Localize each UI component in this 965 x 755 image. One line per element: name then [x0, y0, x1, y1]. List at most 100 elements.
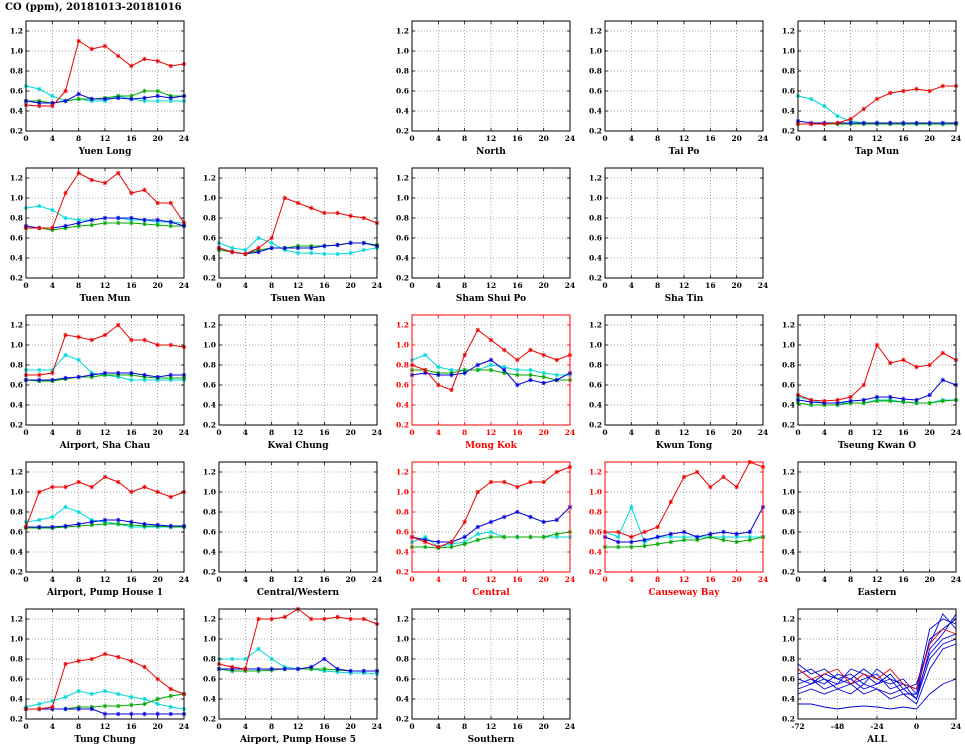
y-tick-label: 0.4: [396, 548, 409, 557]
y-tick-label: 0.2: [589, 568, 602, 577]
y-tick-label: 0.8: [396, 67, 409, 76]
x-tick-label: 24: [565, 722, 575, 731]
y-tick-label: 1.0: [396, 488, 409, 497]
y-tick-label: 1.0: [10, 194, 23, 203]
y-tick-label: 1.0: [782, 635, 795, 644]
y-tick-label: 0.6: [396, 528, 409, 537]
chart-title: Tsuen Wan: [271, 294, 326, 304]
x-tick-label: 24: [565, 134, 575, 143]
x-tick-label: 4: [436, 428, 441, 437]
x-tick-label: 20: [152, 428, 162, 437]
x-tick-label: 24: [565, 428, 575, 437]
x-tick-label: 4: [50, 722, 55, 731]
y-tick-label: 1.2: [10, 615, 23, 624]
y-tick-label: 0.8: [589, 214, 602, 223]
x-tick-label: 24: [758, 575, 768, 584]
x-tick-label: 0: [602, 575, 607, 584]
y-tick-label: 1.2: [396, 27, 409, 36]
series-line-blue: [797, 618, 957, 690]
x-tick-label: 16: [126, 428, 136, 437]
y-tick-label: 0.6: [782, 528, 795, 537]
chart-svg: 0.2 0.4 0.6 0.8 1.0 1.2 0 4 8 12 16 20 24 Central/Wes…: [203, 461, 382, 598]
x-tick-label: 20: [538, 575, 548, 584]
x-tick-label: 0: [914, 722, 919, 731]
y-tick-label: 1.2: [10, 468, 23, 477]
y-tick-label: 0.2: [396, 421, 409, 430]
x-tick-label: 20: [538, 134, 548, 143]
x-tick-label: 16: [512, 134, 522, 143]
y-tick-label: 1.0: [589, 341, 602, 350]
page-title: CO (ppm), 20181013-20181016: [5, 2, 182, 13]
x-tick-label: 12: [486, 722, 496, 731]
x-tick-label: 24: [372, 428, 382, 437]
y-tick-label: 1.2: [396, 174, 409, 183]
chart-svg: 0.2 0.4 0.6 0.8 1.0 1.2 0 4 8 12 16 20 24 Sha Tin: [589, 167, 768, 304]
x-tick-label: 8: [655, 575, 660, 584]
x-tick-label: 4: [822, 428, 827, 437]
y-tick-label: 0.2: [589, 127, 602, 136]
x-tick-label: 12: [100, 575, 110, 584]
y-tick-label: 1.0: [589, 488, 602, 497]
y-tick-label: 0.2: [10, 568, 23, 577]
x-tick-label: 20: [924, 575, 934, 584]
y-tick-label: 1.0: [782, 47, 795, 56]
y-tick-label: 0.2: [396, 274, 409, 283]
x-tick-label: 20: [345, 575, 355, 584]
x-tick-label: 0: [23, 722, 28, 731]
x-tick-label: 0: [409, 722, 414, 731]
x-tick-label: 16: [319, 722, 329, 731]
y-tick-label: 1.2: [782, 615, 795, 624]
chart-panel-all: 0.2 0.4 0.6 0.8 1.0 1.2 -72 -48 -24 0 24 ALL: [772, 603, 965, 750]
y-tick-label: 0.8: [396, 508, 409, 517]
y-tick-label: 0.6: [589, 528, 602, 537]
y-tick-label: 1.0: [782, 341, 795, 350]
series-line-blue: [797, 633, 957, 695]
x-tick-label: 0: [216, 281, 221, 290]
x-tick-label: 16: [319, 428, 329, 437]
x-tick-label: 8: [269, 575, 274, 584]
x-tick-label: 16: [898, 134, 908, 143]
chart-title: Mong Kok: [465, 441, 518, 451]
y-tick-label: 0.2: [589, 421, 602, 430]
y-tick-label: 0.8: [589, 67, 602, 76]
x-tick-label: 4: [243, 575, 248, 584]
y-tick-label: 0.8: [589, 508, 602, 517]
x-tick-label: 16: [512, 281, 522, 290]
chart-title: Eastern: [858, 588, 897, 598]
chart-title: Kwun Tong: [656, 441, 713, 451]
chart-title: Sha Tin: [665, 294, 704, 304]
y-tick-label: 0.6: [203, 675, 216, 684]
x-tick-label: 16: [319, 281, 329, 290]
chart-title: Tseung Kwan O: [838, 441, 916, 451]
y-tick-label: 0.4: [782, 695, 795, 704]
x-tick-label: 0: [795, 134, 800, 143]
y-tick-label: 0.4: [203, 695, 216, 704]
x-tick-label: 16: [512, 428, 522, 437]
x-tick-label: 4: [243, 722, 248, 731]
y-tick-label: 0.4: [782, 401, 795, 410]
chart-svg: 0.2 0.4 0.6 0.8 1.0 1.2 0 4 8 12 16 20 24 Mong Kok: [396, 314, 575, 451]
chart-svg: 0.2 0.4 0.6 0.8 1.0 1.2 0 4 8 12 16 20 24 Yuen Long: [10, 20, 189, 157]
y-tick-label: 0.6: [589, 234, 602, 243]
x-tick-label: 24: [565, 281, 575, 290]
y-tick-label: 0.4: [396, 254, 409, 263]
chart-panel-tsuen-wan: 0.2 0.4 0.6 0.8 1.0 1.2 0 4 8 12 16 20 24 Tsuen Wan: [193, 162, 386, 309]
x-tick-label: 8: [76, 281, 81, 290]
x-tick-label: 24: [179, 281, 189, 290]
y-tick-label: 1.2: [203, 174, 216, 183]
chart-panel-southern: 0.2 0.4 0.6 0.8 1.0 1.2 0 4 8 12 16 20 24 Southern: [386, 603, 579, 750]
chart-panel-central: 0.2 0.4 0.6 0.8 1.0 1.2 0 4 8 12 16 20 24 Central: [386, 456, 579, 603]
x-tick-label: 0: [23, 134, 28, 143]
y-tick-label: 1.0: [10, 488, 23, 497]
chart-svg: 0.2 0.4 0.6 0.8 1.0 1.2 0 4 8 12 16 20 24 North: [396, 20, 575, 157]
chart-panel-airport-pump-house-1: 0.2 0.4 0.6 0.8 1.0 1.2 0 4 8 12 16 20 24 Airport, Pu…: [0, 456, 193, 603]
chart-panel-yuen-long: 0.2 0.4 0.6 0.8 1.0 1.2 0 4 8 12 16 20 24 Yuen Long: [0, 15, 193, 162]
y-tick-label: 1.2: [589, 27, 602, 36]
x-tick-label: 12: [872, 575, 882, 584]
x-tick-label: 20: [152, 281, 162, 290]
chart-panel-kwai-chung: 0.2 0.4 0.6 0.8 1.0 1.2 0 4 8 12 16 20 24 Kwai Chung: [193, 309, 386, 456]
x-tick-label: 12: [679, 575, 689, 584]
y-tick-label: 1.0: [10, 341, 23, 350]
series-markers-green: [23, 220, 187, 233]
chart-panel-airport-pump-house-5: 0.2 0.4 0.6 0.8 1.0 1.2 0 4 8 12 16 20 24 Airport, Pu…: [193, 603, 386, 750]
